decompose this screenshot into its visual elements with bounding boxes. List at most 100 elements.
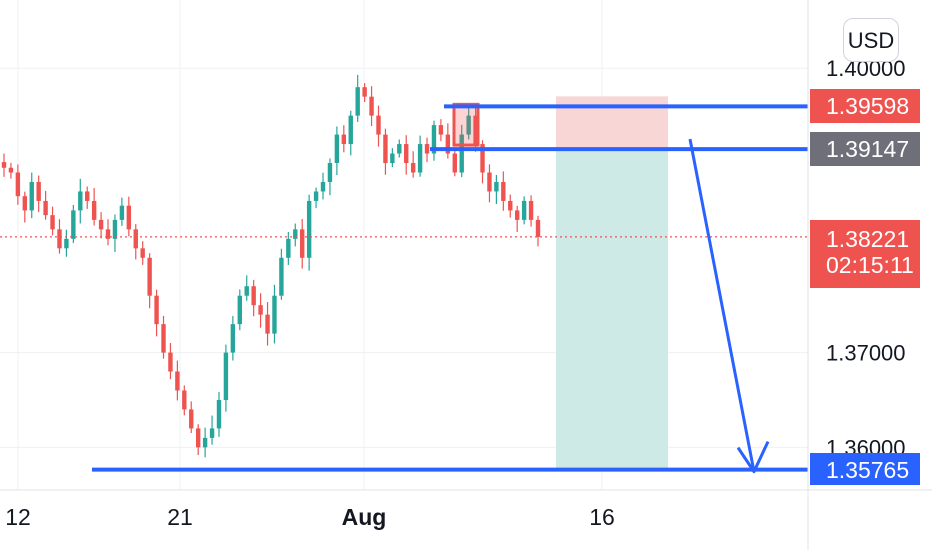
candle-body [1, 162, 7, 168]
candle-body [43, 200, 48, 216]
x-tick-label: 21 [167, 504, 193, 530]
candle-body [265, 314, 270, 334]
candle-body [161, 324, 166, 353]
candle-body [376, 115, 381, 135]
candle-body [154, 295, 159, 325]
candle-body [8, 167, 14, 173]
candle-body [501, 181, 506, 201]
candle-body [466, 115, 471, 135]
candle-body [98, 219, 104, 230]
candle-body [112, 219, 118, 239]
candle-body [424, 144, 430, 154]
currency-button[interactable]: USD [843, 18, 899, 62]
candle-body [216, 399, 222, 429]
candle-body [126, 205, 132, 230]
candle-body [514, 210, 520, 220]
candle-body [258, 305, 263, 315]
candle-body [29, 181, 34, 211]
price-tag-last: 1.38221 02:15:11 [810, 219, 920, 288]
candle-body [397, 144, 402, 154]
candle-body [175, 371, 180, 391]
x-tick-label: 16 [589, 504, 615, 530]
candle-body [36, 181, 41, 201]
grid [0, 0, 808, 490]
price-tag-entry: 1.39147 [810, 132, 920, 167]
candle-body [195, 428, 201, 448]
candle-body [91, 200, 97, 220]
candle-body [293, 229, 298, 239]
candle-body [300, 229, 305, 258]
candle-body [438, 125, 444, 135]
candle-body [78, 191, 83, 211]
countdown-timer: 02:15:11 [826, 251, 914, 278]
candle-body [410, 163, 416, 173]
candle-body [279, 257, 284, 296]
candle-body [64, 238, 69, 249]
candle-body [348, 115, 353, 145]
candle-body [334, 134, 340, 164]
candle-body [494, 181, 499, 192]
candle-body [105, 229, 111, 239]
candle-body [223, 352, 229, 400]
candle-body [140, 248, 145, 258]
x-tick-label: 12 [5, 504, 31, 530]
candle-body [521, 200, 527, 220]
candle-body [383, 134, 388, 164]
candle-body [362, 87, 367, 97]
candle-body [341, 134, 347, 145]
candle-body [404, 144, 409, 164]
candle-body [133, 229, 138, 249]
candles [1, 74, 541, 458]
entry-box [452, 102, 480, 147]
candle-body [313, 191, 319, 201]
candle-body [535, 219, 541, 237]
candle-body [508, 200, 513, 211]
candle-body [327, 163, 333, 182]
candle-body [147, 257, 152, 296]
candle-body [168, 352, 173, 372]
projection-arrow [688, 138, 770, 474]
candle-body [272, 295, 277, 334]
level-lines[interactable] [0, 102, 808, 472]
candle-body [452, 153, 457, 173]
candle-body [320, 181, 326, 192]
candle-body [189, 409, 194, 429]
candle-body [369, 96, 374, 116]
candle-body [528, 200, 534, 220]
candle-body [71, 210, 76, 239]
candle-body [417, 144, 423, 173]
position-zones [556, 96, 668, 470]
candle-body [22, 196, 28, 211]
candle-body [15, 172, 21, 197]
candle-body [119, 205, 125, 220]
candle-body [230, 324, 236, 353]
candle-body [237, 295, 242, 325]
candle-body [480, 144, 485, 173]
candle-body [85, 191, 90, 201]
price-tag-upper: 1.39598 [810, 89, 920, 124]
candle-body [473, 115, 478, 145]
candle-body [459, 134, 464, 173]
candle-body [202, 437, 208, 448]
x-tick-label: Aug [342, 504, 387, 530]
candle-body [355, 87, 360, 116]
stop-loss-zone [556, 96, 668, 150]
last-price-value: 1.38221 [826, 225, 910, 252]
candle-body [286, 238, 291, 258]
candle-body [251, 286, 256, 306]
arrow-shaft [688, 138, 756, 472]
candle-body [57, 229, 62, 249]
arrow-head [736, 440, 770, 474]
candle-body [50, 215, 55, 230]
price-tag-target: 1.35765 [810, 452, 920, 485]
take-profit-zone [556, 149, 668, 470]
candle-body [487, 172, 492, 192]
candle-body [209, 428, 215, 438]
candle-body [244, 286, 249, 296]
candle-body [445, 134, 451, 154]
candle-body [431, 125, 437, 154]
y-tick-label: 1.37000 [826, 341, 906, 366]
candle-body [390, 153, 395, 164]
